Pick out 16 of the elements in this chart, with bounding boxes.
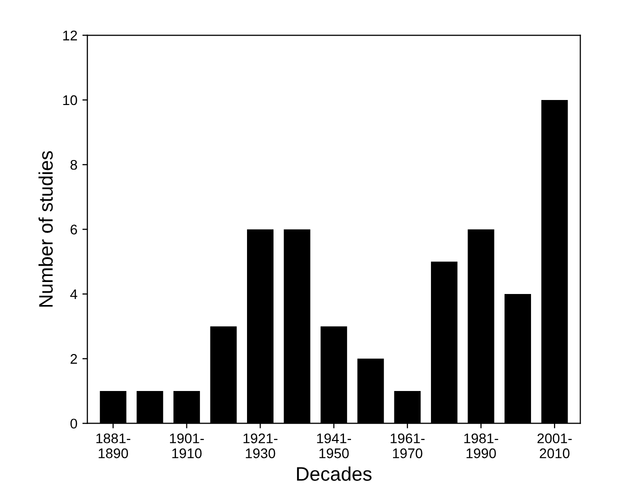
- y-tick-label: 10: [63, 95, 78, 106]
- x-tick-label: 1921- 1930: [244, 433, 278, 458]
- x-tick-label: 1901- 1910: [170, 433, 204, 458]
- x-tick-label: 1981- 1990: [464, 433, 498, 458]
- y-tick-label: 12: [63, 30, 77, 40]
- y-axis-title: Number of studies: [38, 151, 53, 307]
- x-tick-label: 1941- 1950: [317, 433, 351, 458]
- y-tick-label: 8: [70, 160, 78, 170]
- x-axis-title: Decades: [297, 466, 372, 481]
- y-tick-label: 4: [70, 289, 78, 300]
- y-tick-label: 6: [70, 224, 78, 234]
- x-tick-label: 2001- 2010: [538, 433, 572, 458]
- x-tick-label: 1881- 1890: [96, 433, 130, 458]
- y-tick-label: 0: [70, 418, 78, 429]
- x-tick-label: 1961- 1970: [390, 433, 425, 458]
- y-tick-label: 2: [70, 354, 77, 364]
